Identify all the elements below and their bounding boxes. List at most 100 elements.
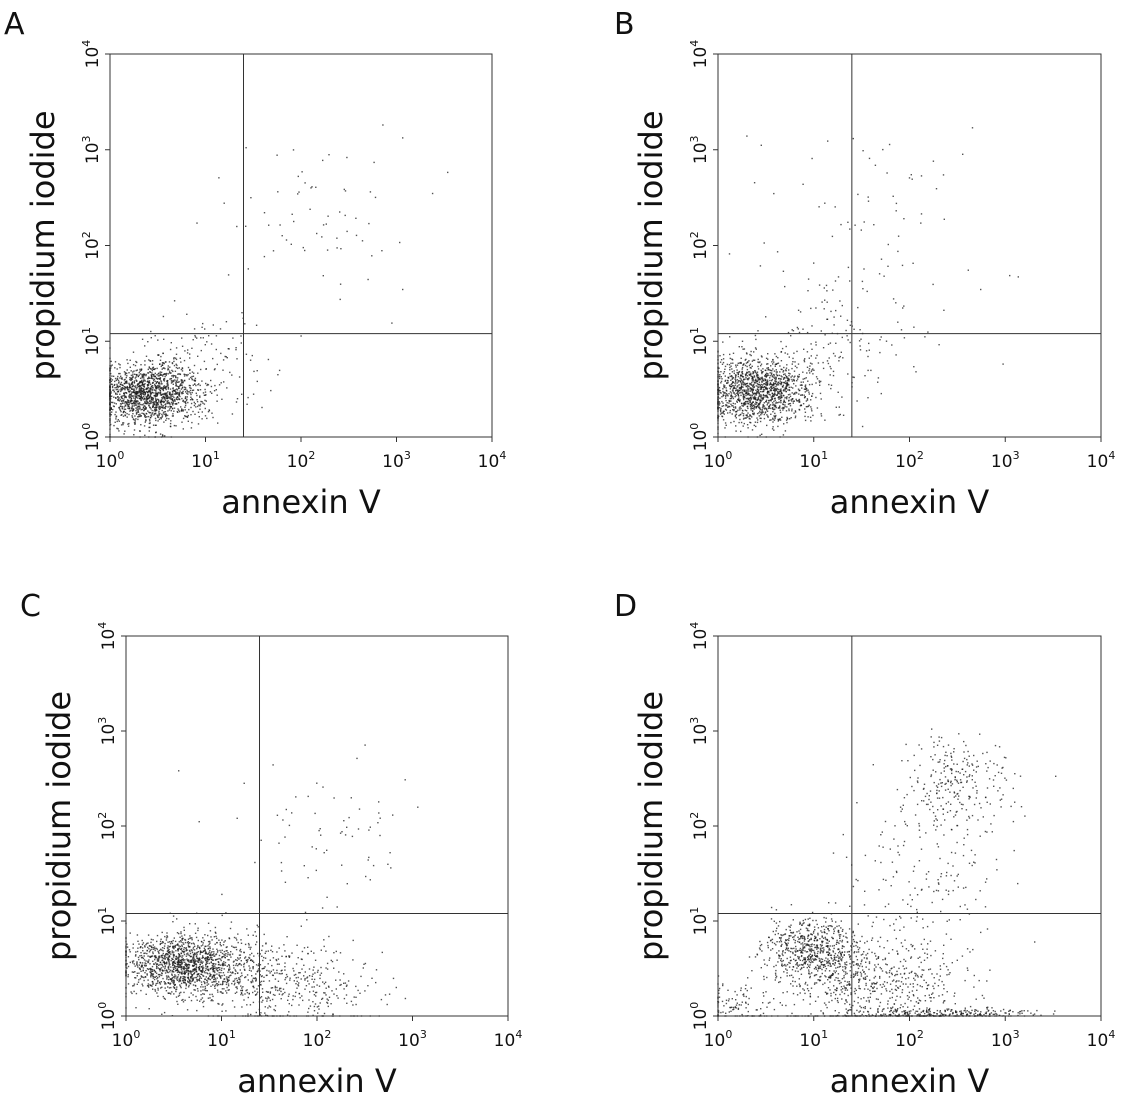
data-point <box>768 402 770 404</box>
data-point <box>750 396 752 399</box>
data-point <box>130 387 132 389</box>
data-point <box>239 981 241 984</box>
data-point <box>158 377 160 380</box>
data-point <box>172 921 174 923</box>
data-point <box>193 328 196 330</box>
data-point <box>163 338 165 340</box>
data-point <box>187 952 189 954</box>
data-point <box>772 426 774 428</box>
data-point <box>723 386 725 388</box>
data-point <box>179 980 182 982</box>
data-point <box>151 389 153 391</box>
data-point <box>744 383 746 386</box>
data-point <box>204 399 206 402</box>
data-point <box>132 971 135 973</box>
data-point <box>829 342 832 344</box>
data-point <box>110 423 112 426</box>
data-point <box>133 983 136 985</box>
data-point <box>130 991 132 993</box>
data-point <box>165 939 168 941</box>
data-point <box>725 424 727 426</box>
data-point <box>246 928 248 930</box>
data-point <box>162 315 165 318</box>
data-point <box>733 409 735 412</box>
data-point <box>200 961 203 964</box>
data-point <box>729 357 731 360</box>
data-point <box>172 387 174 390</box>
data-point <box>222 359 225 361</box>
data-point <box>143 976 145 979</box>
data-point <box>187 942 190 945</box>
data-point <box>797 363 800 365</box>
data-point <box>138 972 140 974</box>
data-point <box>746 378 748 380</box>
data-point <box>162 977 164 980</box>
data-point <box>758 393 761 395</box>
data-point <box>724 427 726 429</box>
data-point <box>136 387 138 389</box>
data-point <box>112 408 114 411</box>
data-point <box>216 983 219 985</box>
data-point <box>120 390 122 393</box>
data-point <box>725 395 727 398</box>
data-point <box>885 340 888 342</box>
data-point <box>739 409 741 411</box>
data-point <box>157 995 159 997</box>
data-point <box>239 980 241 982</box>
data-point <box>207 978 209 980</box>
data-point <box>780 392 783 394</box>
data-point <box>355 234 358 237</box>
data-point <box>762 378 764 380</box>
data-point <box>757 391 759 393</box>
data-point <box>218 983 220 986</box>
data-point <box>153 368 156 371</box>
data-point <box>175 393 177 395</box>
data-point <box>783 388 785 391</box>
data-point <box>141 983 143 985</box>
data-point <box>129 932 131 934</box>
data-point <box>165 405 167 408</box>
data-point <box>209 968 211 970</box>
data-point <box>729 391 732 393</box>
data-point <box>131 405 134 407</box>
data-point <box>162 952 164 955</box>
data-point <box>161 949 163 951</box>
data-point <box>169 388 172 390</box>
data-point <box>150 945 152 947</box>
data-point <box>175 376 177 378</box>
data-point <box>218 939 220 941</box>
data-point <box>118 397 120 399</box>
data-point <box>212 357 214 360</box>
data-point <box>176 963 178 965</box>
data-point <box>760 377 762 379</box>
data-point <box>133 421 136 424</box>
data-point <box>784 373 786 375</box>
data-point <box>752 396 754 399</box>
data-point <box>142 380 145 383</box>
data-point <box>154 990 157 992</box>
data-point <box>128 387 130 389</box>
data-point <box>804 386 807 388</box>
data-point <box>127 362 129 365</box>
data-point <box>760 414 762 416</box>
data-point <box>114 380 116 383</box>
data-point <box>151 372 153 374</box>
data-point <box>264 1006 266 1008</box>
data-point <box>765 399 768 401</box>
data-point <box>724 368 726 370</box>
data-point <box>735 379 737 382</box>
data-point <box>263 212 266 214</box>
data-point <box>793 370 796 372</box>
data-point <box>721 400 723 403</box>
data-point <box>183 991 185 994</box>
data-point <box>240 964 243 966</box>
data-point <box>206 979 208 981</box>
data-point <box>154 372 156 375</box>
data-point <box>164 972 167 974</box>
data-point <box>312 990 315 992</box>
data-point <box>110 401 113 404</box>
data-point <box>168 948 170 951</box>
data-point <box>202 961 204 963</box>
data-point <box>792 330 795 332</box>
data-point <box>213 975 215 977</box>
